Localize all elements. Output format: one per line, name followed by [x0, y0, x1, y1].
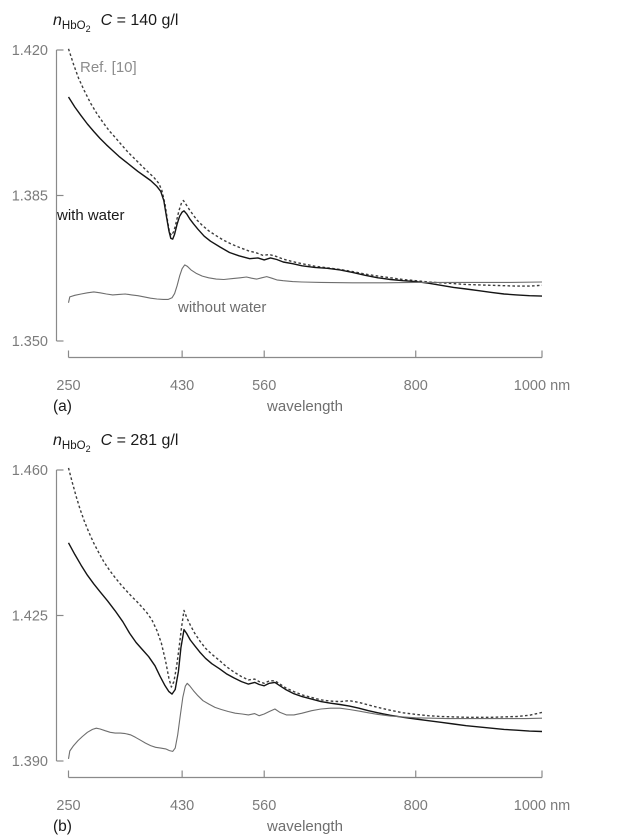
x-tick-label: 1000 nm — [514, 798, 570, 814]
x-axis-label: wavelength — [266, 818, 343, 835]
panel-a-chart: nHbO2 C = 140 g/l 1.420 1.385 1.350 250 430 560… — [12, 12, 571, 415]
series-ref-10-line — [67, 48, 543, 287]
panel-label: (a) — [53, 398, 72, 415]
series-with-water-line — [67, 96, 543, 297]
y-tick-label: 1.350 — [12, 334, 48, 350]
curve-label-without-water: without water — [177, 299, 266, 316]
x-tick-label: 560 — [252, 798, 276, 814]
y-tick-label: 1.390 — [12, 754, 48, 770]
series-without-water-line — [67, 682, 543, 759]
chart-title: nHbO2 C = 281 g/l — [53, 432, 178, 454]
panel-b-chart: nHbO2 C = 281 g/l 1.460 1.425 1.390 250 430 560… — [12, 432, 571, 835]
series-without-water-line — [67, 264, 543, 303]
x-tick-label: 800 — [404, 798, 428, 814]
x-tick-label: 250 — [56, 798, 80, 814]
series-with-water-line — [67, 542, 543, 733]
x-tick-label: 250 — [56, 378, 80, 394]
panel-a: nHbO2 C = 140 g/l 1.420 1.385 1.350 250 430 560… — [12, 12, 571, 415]
x-axis-label: wavelength — [266, 398, 343, 415]
x-tick-label: 560 — [252, 378, 276, 394]
panel-label: (b) — [53, 818, 72, 835]
chart-title: nHbO2 C = 140 g/l — [53, 12, 178, 34]
x-tick-label: 800 — [404, 378, 428, 394]
panel-b: nHbO2 C = 281 g/l 1.460 1.425 1.390 250 430 560… — [0, 420, 630, 840]
curve-label-with-water: with water — [56, 207, 125, 224]
x-tick-label: 430 — [170, 378, 194, 394]
y-tick-label: 1.460 — [12, 463, 48, 479]
x-tick-label: 1000 nm — [514, 378, 570, 394]
y-tick-label: 1.420 — [12, 43, 48, 59]
series-ref-10-line — [67, 467, 543, 718]
x-tick-label: 430 — [170, 798, 194, 814]
y-tick-label: 1.385 — [12, 189, 48, 205]
y-tick-label: 1.425 — [12, 609, 48, 625]
curve-label-ref-10: Ref. [10] — [80, 59, 137, 76]
